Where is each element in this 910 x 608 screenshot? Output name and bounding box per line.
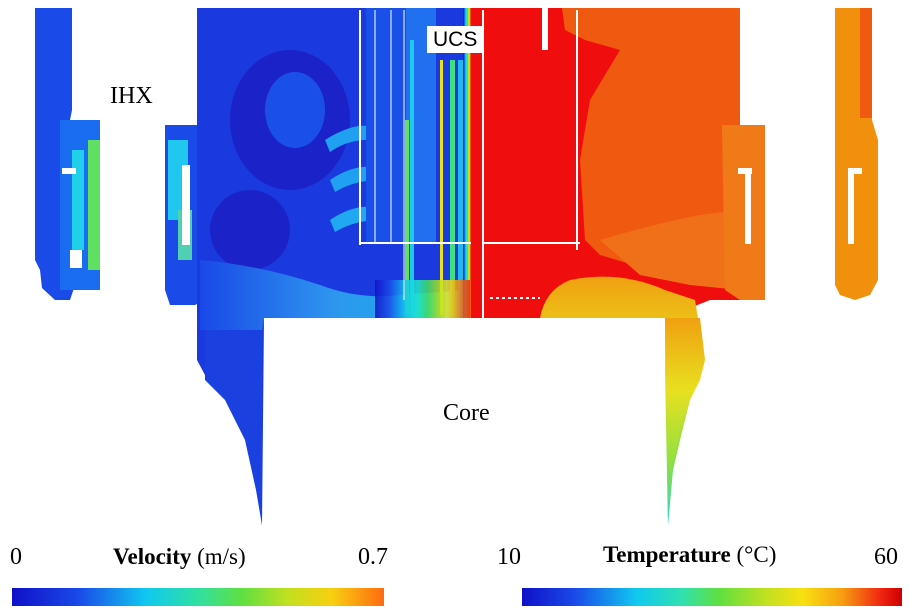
- right-ihx-outer-gap2: [848, 174, 854, 244]
- temperature-max-label: 60: [874, 544, 898, 570]
- left-ihx-gap2: [70, 250, 82, 268]
- ucs-column-stripe-cyan: [410, 40, 414, 315]
- velocity-field: [35, 8, 474, 525]
- ucs-column-stripe-yellow: [440, 60, 443, 315]
- hot-downcomer: [665, 318, 705, 525]
- left-ihx-tube-green: [88, 140, 100, 270]
- velocity-title-text: Velocity: [113, 544, 192, 569]
- ucs-label: UCS: [427, 26, 484, 53]
- right-ihx-outer-gap: [848, 168, 862, 174]
- cold-vortex-lower: [210, 190, 290, 270]
- core-label: Core: [443, 400, 490, 426]
- top-gap: [462, 0, 474, 8]
- left-ihx-tube-cyan: [72, 150, 84, 250]
- hot-ucs-slot: [542, 8, 548, 50]
- cold-vortex-core: [265, 72, 325, 148]
- right-ihx-inner-wall: [722, 125, 765, 300]
- ucs-column-edge: [463, 8, 471, 318]
- velocity-colorbar: [12, 588, 384, 606]
- temperature-colorbar: [522, 588, 902, 606]
- velocity-unit-text: (m/s): [197, 544, 246, 569]
- temperature-title-text: Temperature: [603, 542, 731, 567]
- left-ihx-gap: [62, 168, 76, 174]
- core-outlet-jets: [375, 280, 470, 318]
- velocity-max-label: 0.7: [358, 544, 388, 570]
- ucs-column-stripe-cyan-2: [458, 60, 463, 315]
- left-ihx-inner-gap: [182, 165, 190, 245]
- cold-downcomer: [205, 330, 262, 525]
- right-ihx-outer-red: [860, 8, 872, 118]
- right-ihx-inner-gap: [738, 168, 752, 174]
- ucs-column-stripe-green: [405, 120, 409, 315]
- ihx-label: IHX: [110, 83, 153, 109]
- warm-plenum-stratification: [600, 210, 740, 290]
- velocity-legend-title: Velocity (m/s): [113, 545, 246, 568]
- temperature-min-label: 10: [497, 544, 521, 570]
- ucs-column-left: [366, 8, 406, 243]
- core-region: [265, 318, 665, 528]
- velocity-min-label: 0: [10, 544, 22, 570]
- right-ihx-inner-gap2: [745, 174, 751, 244]
- temperature-field: [471, 8, 878, 525]
- temperature-legend-title: Temperature (°C): [603, 543, 776, 566]
- temperature-unit-text: (°C): [736, 542, 777, 567]
- ucs-column-stripe-lime: [450, 60, 455, 315]
